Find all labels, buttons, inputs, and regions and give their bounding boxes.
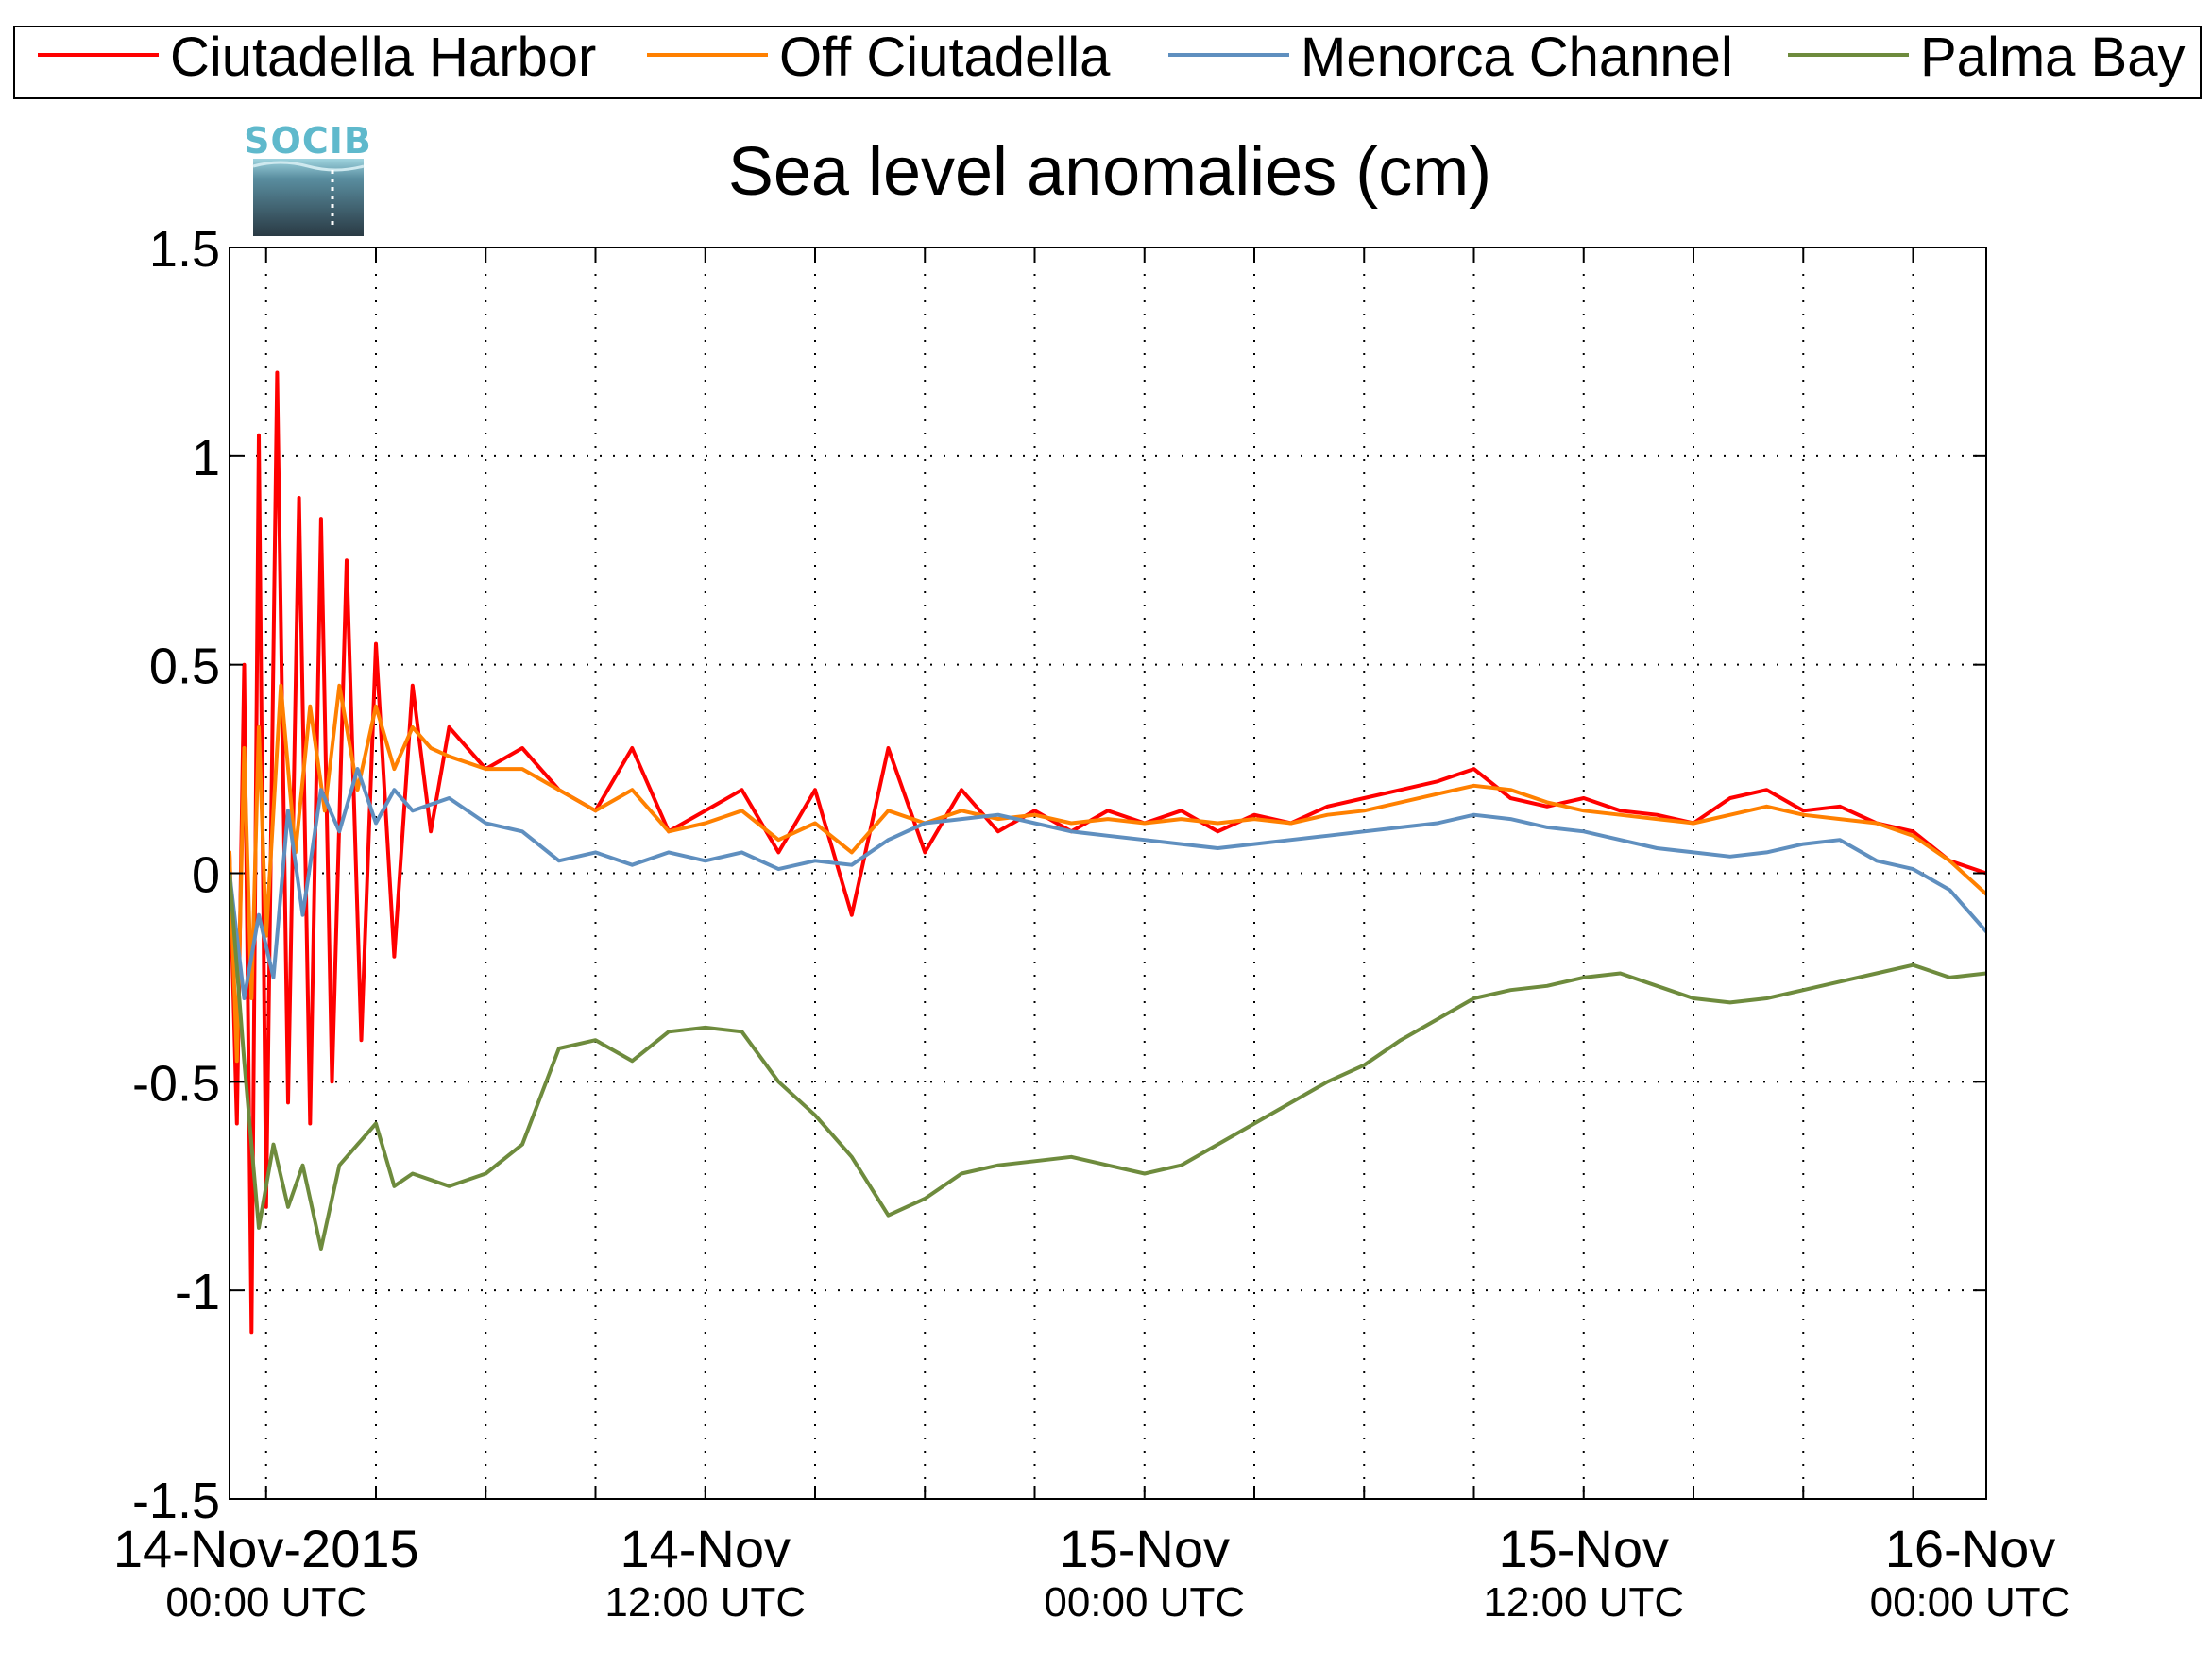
- legend-box: [13, 26, 2202, 99]
- x-tick-date-label: 16-Nov: [1885, 1519, 2056, 1578]
- socib-logo: SOCIB: [244, 120, 372, 236]
- x-tick-date-label: 14-Nov: [620, 1519, 791, 1578]
- legend: Ciutadella Harbor Off Ciutadella Menorca C…: [13, 26, 2202, 99]
- series-line-menorca-channel: [230, 767, 1986, 1000]
- y-tick-label: 1.5: [149, 221, 220, 278]
- x-tick-time-label: 00:00 UTC: [165, 1579, 366, 1626]
- series-line-palma-bay: [230, 871, 1986, 1251]
- legend-item: Palma Bay: [1788, 26, 2185, 88]
- x-tick-date-label: 14-Nov-2015: [113, 1519, 419, 1578]
- grid-lines: [230, 247, 1986, 1499]
- x-tick-time-label: 12:00 UTC: [1483, 1579, 1684, 1626]
- y-tick-label: -1.5: [132, 1473, 220, 1529]
- legend-label: Ciutadella Harbor: [170, 26, 596, 88]
- y-axis: -1.5 -1 -0.5 0 0.5 1 1.5: [132, 221, 220, 1529]
- legend-label: Palma Bay: [1920, 26, 2185, 88]
- logo-text: SOCIB: [244, 120, 372, 162]
- series-line-ciutadella-harbor: [230, 370, 1986, 1335]
- legend-label: Menorca Channel: [1301, 26, 1733, 88]
- x-tick-time-label: 00:00 UTC: [1870, 1579, 2071, 1626]
- legend-item: Off Ciutadella: [647, 26, 1111, 88]
- chart-title: Sea level anomalies (cm): [728, 134, 1491, 210]
- legend-label: Off Ciutadella: [779, 26, 1111, 88]
- plot-frame: [229, 247, 1987, 1500]
- y-tick-label: 0.5: [149, 639, 220, 695]
- series-layer: [230, 370, 1986, 1335]
- y-tick-label: 1: [192, 430, 220, 486]
- y-tick-label: -1: [175, 1264, 220, 1320]
- x-tick-date-label: 15-Nov: [1059, 1519, 1230, 1578]
- x-tick-date-label: 15-Nov: [1498, 1519, 1669, 1578]
- legend-item: Menorca Channel: [1168, 26, 1733, 88]
- x-tick-time-label: 12:00 UTC: [604, 1579, 806, 1626]
- legend-item: Ciutadella Harbor: [38, 26, 596, 88]
- y-tick-label: 0: [192, 847, 220, 904]
- y-tick-label: -0.5: [132, 1055, 220, 1112]
- x-tick-time-label: 00:00 UTC: [1044, 1579, 1245, 1626]
